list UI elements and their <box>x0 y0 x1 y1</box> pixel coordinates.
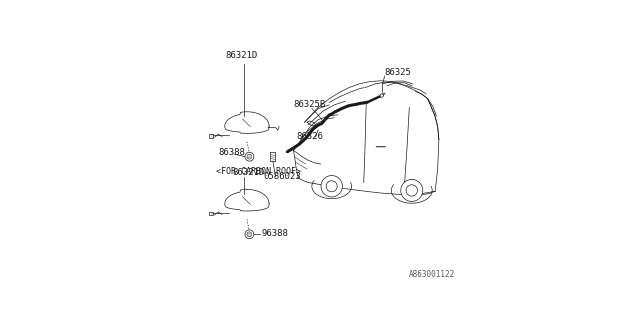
Text: 86321D: 86321D <box>226 51 258 60</box>
Circle shape <box>380 94 383 97</box>
Text: 86321D: 86321D <box>232 168 264 177</box>
Text: A863001122: A863001122 <box>410 270 456 279</box>
Text: <FOR CARBON ROOF>: <FOR CARBON ROOF> <box>216 167 301 176</box>
Text: 86388: 86388 <box>219 148 246 157</box>
Bar <box>209 212 213 215</box>
Circle shape <box>326 181 337 192</box>
Text: 86325B: 86325B <box>294 100 326 109</box>
Circle shape <box>245 230 254 239</box>
Circle shape <box>401 180 423 201</box>
Text: 86325: 86325 <box>385 68 412 77</box>
Circle shape <box>247 232 252 237</box>
Text: 0586023: 0586023 <box>263 172 301 181</box>
Circle shape <box>245 152 254 161</box>
Text: 96388: 96388 <box>261 229 288 238</box>
Circle shape <box>406 185 417 196</box>
Circle shape <box>247 154 252 159</box>
Circle shape <box>321 176 342 197</box>
Bar <box>209 134 213 138</box>
Text: 86326: 86326 <box>296 132 323 141</box>
